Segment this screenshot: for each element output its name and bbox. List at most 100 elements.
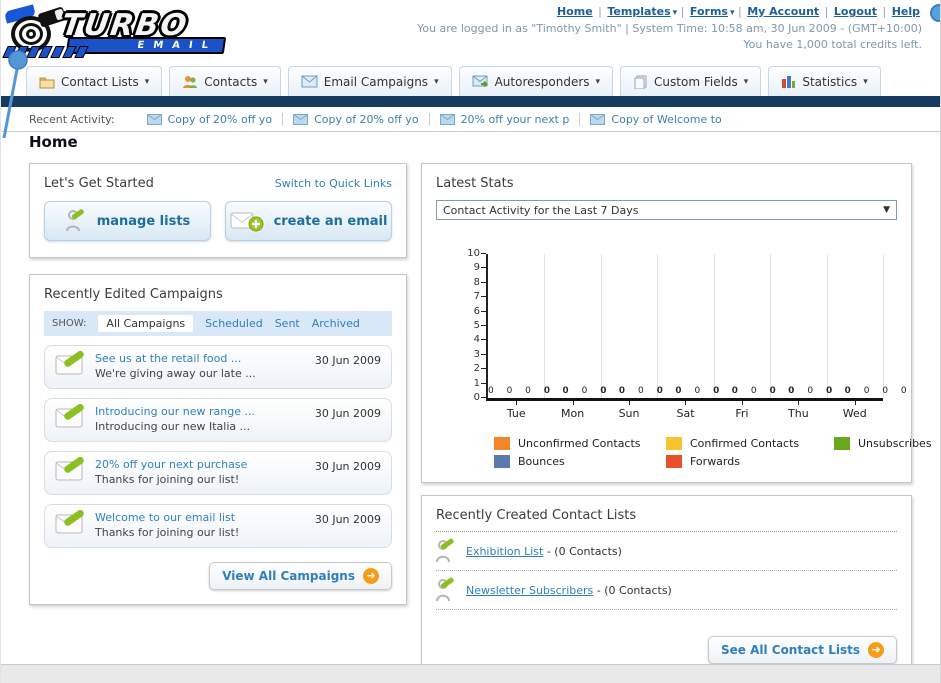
tab-custom-fields[interactable]: Custom Fields ▾ — [620, 66, 762, 96]
legend-swatch — [666, 455, 682, 468]
campaign-row[interactable]: Introducing our new range ... Introducin… — [44, 398, 392, 442]
tab-contacts[interactable]: Contacts ▾ — [169, 66, 281, 96]
legend-item: Unsubscribes — [834, 437, 940, 450]
switch-quick-links[interactable]: Switch to Quick Links — [274, 177, 392, 190]
contact-list-link[interactable]: Newsletter Subscribers — [466, 583, 594, 597]
chart-legend: Unconfirmed Contacts Confirmed Contacts Un… — [494, 437, 932, 468]
nav-link-help[interactable]: Help — [891, 5, 920, 18]
recent-activity-item[interactable]: 20% off your next p — [430, 112, 581, 126]
campaign-row[interactable]: See us at the retail food ... We're givi… — [44, 345, 392, 389]
value-labels: 0 0 0 0 0 — [657, 386, 743, 396]
legend-label: Forwards — [690, 455, 740, 468]
contact-activity-chart: 0 1 2 3 4 5 6 7 8 9 10 0 0 0 0 0 Tue 0 0 0 0 0 Mon 0 0 … — [467, 248, 912, 420]
value-labels: 0 0 0 0 0 — [544, 386, 630, 396]
campaign-title[interactable]: Introducing our new range ... — [95, 405, 255, 419]
contact-list-row[interactable]: Exhibition List - (0 Contacts) — [436, 532, 897, 571]
campaign-row[interactable]: 20% off your next purchase Thanks for jo… — [44, 451, 392, 495]
legend-label: Bounces — [518, 455, 565, 468]
see-all-contact-lists-label: See All Contact Lists — [720, 643, 860, 657]
nav-link-home[interactable]: Home — [556, 5, 593, 18]
logo-hatch-marks — [2, 46, 89, 58]
nav-link-logout[interactable]: Logout — [833, 5, 877, 18]
y-tick-mark — [481, 368, 486, 370]
bar-chart-icon — [782, 75, 796, 88]
contact-lists-panel: Recently Created Contact Lists Exhibitio… — [421, 495, 912, 677]
envelope-icon — [293, 113, 309, 125]
filter-archived[interactable]: Archived — [311, 317, 360, 330]
y-tick-label: 0 — [473, 392, 480, 403]
tab-autoresponders[interactable]: Autoresponders ▾ — [458, 66, 614, 96]
x-tick-label: Thu — [788, 407, 809, 420]
campaign-title[interactable]: See us at the retail food ... — [95, 352, 242, 366]
chart-group: 0 0 0 0 0 Fri — [714, 254, 794, 420]
x-tick-label: Tue — [506, 407, 526, 420]
status-line-2: You have 1,000 total credits left. — [743, 37, 922, 51]
manage-lists-button[interactable]: manage lists — [44, 201, 211, 241]
campaign-date: 30 Jun 2009 — [314, 354, 381, 367]
turbo-email-logo: TURBO EMAIL — [2, 4, 239, 58]
stats-period-value: Contact Activity for the Last 7 Days — [443, 203, 639, 217]
x-tick-label: Mon — [561, 407, 585, 420]
contact-list-row[interactable]: Newsletter Subscribers - (0 Contacts) — [436, 571, 897, 610]
value-labels: 0 0 0 0 0 — [488, 386, 574, 396]
chart-group: 0 0 0 0 0 Mon — [544, 254, 630, 420]
campaign-title[interactable]: 20% off your next purchase — [95, 458, 248, 472]
show-label: SHOW: — [52, 318, 87, 329]
filter-sent[interactable]: Sent — [274, 317, 300, 330]
gridline — [657, 254, 659, 398]
nav-link-my-account[interactable]: My Account — [747, 5, 820, 18]
campaign-row[interactable]: Welcome to our email list Thanks for joi… — [44, 504, 392, 548]
campaign-subtitle: Thanks for joining our list! — [95, 473, 240, 486]
x-tick-mark — [741, 401, 743, 405]
tab-label: Contact Lists — [61, 74, 139, 89]
help-balloon-icon[interactable] — [930, 4, 940, 22]
envelope-icon — [146, 113, 162, 125]
envelope-pencil-icon — [55, 350, 84, 375]
session-status: You are logged in as "Timothy Smith" | S… — [417, 21, 922, 53]
y-tick-label: 5 — [473, 320, 480, 331]
value-labels: 0 0 0 0 0 — [826, 386, 912, 396]
y-tick-mark — [481, 267, 486, 269]
chart-group: 0 0 0 0 0 Tue — [488, 254, 574, 420]
create-email-button[interactable]: create an email — [225, 201, 392, 241]
recent-activity-text: Copy of Welcome to — [611, 112, 722, 126]
x-tick-mark — [516, 401, 518, 405]
filter-all-campaigns[interactable]: All Campaigns — [98, 315, 194, 332]
campaign-subtitle: We're giving away our late ... — [95, 367, 256, 380]
nav-link-forms[interactable]: Forms — [689, 5, 728, 18]
see-all-contact-lists-button[interactable]: See All Contact Lists ➜ — [707, 636, 897, 664]
stats-period-select[interactable]: Contact Activity for the Last 7 Days ▼ — [436, 200, 897, 220]
y-tick-label: 6 — [473, 305, 480, 317]
chevron-down-icon: ▾ — [672, 8, 678, 18]
x-tick-mark — [572, 401, 574, 405]
x-tick-mark — [629, 401, 631, 405]
chart-plot: 0 1 2 3 4 5 6 7 8 9 10 0 0 0 0 0 Tue 0 0 0 0 0 Mon 0 0 … — [467, 248, 912, 420]
filter-scheduled[interactable]: Scheduled — [205, 317, 263, 330]
top-nav-links: Home | Templates ▾ | Forms ▾ | My Account … — [556, 5, 920, 18]
get-started-title: Let's Get Started — [44, 176, 154, 191]
view-all-campaigns-button[interactable]: View All Campaigns ➜ — [209, 562, 392, 590]
legend-item: Forwards — [666, 455, 834, 468]
arrow-right-icon: ➜ — [363, 568, 379, 584]
tab-contact-lists[interactable]: Contact Lists ▾ — [26, 66, 163, 96]
campaigns-title: Recently Edited Campaigns — [44, 287, 223, 302]
nav-link-templates[interactable]: Templates — [607, 5, 671, 18]
x-tick-mark — [854, 401, 856, 405]
view-all-campaigns-label: View All Campaigns — [222, 569, 355, 583]
y-tick-mark — [481, 310, 486, 312]
y-tick-mark — [481, 281, 486, 283]
recent-activity-item[interactable]: Copy of Welcome to — [580, 113, 731, 126]
page-title: Home — [29, 133, 78, 151]
campaign-title[interactable]: Welcome to our email list — [95, 511, 236, 525]
recent-activity-item[interactable]: Copy of 20% off yo — [283, 112, 430, 126]
contact-list-link[interactable]: Exhibition List — [466, 544, 544, 558]
recent-activity-text: Copy of 20% off yo — [167, 112, 273, 126]
tab-statistics[interactable]: Statistics ▾ — [768, 66, 881, 96]
chevron-down-icon: ▼ — [883, 205, 890, 215]
tab-email-campaigns[interactable]: Email Campaigns ▾ — [287, 66, 452, 96]
recent-activity-item[interactable]: Copy of 20% off yo — [137, 112, 284, 126]
envelope-icon — [301, 75, 318, 88]
y-tick-mark — [481, 339, 486, 341]
x-tick-label: Fri — [735, 407, 749, 420]
gridline — [826, 254, 828, 398]
